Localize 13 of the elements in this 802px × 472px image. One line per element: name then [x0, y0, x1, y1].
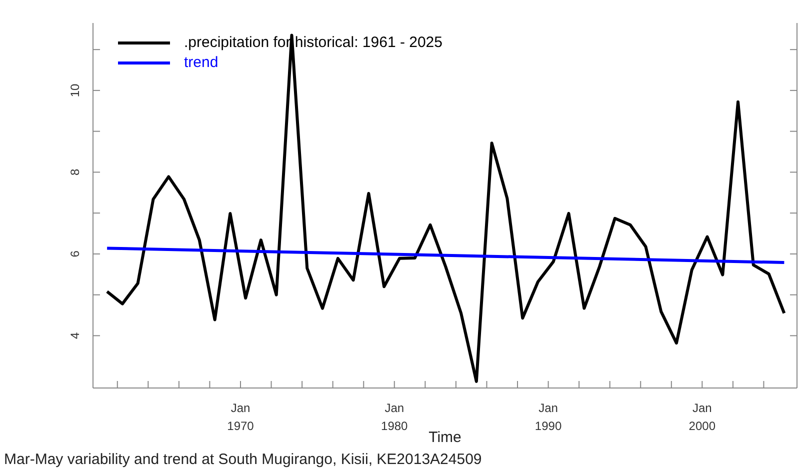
x-tick-label: Jan 1990 — [534, 401, 562, 433]
x-axis-title: Time — [428, 429, 462, 446]
x-tick-label: Jan 1970 — [227, 401, 254, 433]
x-tick-label: Jan 1980 — [381, 401, 408, 433]
legend-label: trend — [184, 53, 218, 73]
y-tick-label: 8 — [68, 168, 82, 176]
line-series — [106, 34, 786, 383]
legend-label: .precipitation for historical: 1961 - 2025 — [184, 33, 442, 53]
y-tick-label: 4 — [68, 332, 82, 340]
x-tick-label: Jan 2000 — [688, 401, 716, 433]
y-tick-label: 6 — [68, 250, 82, 258]
text: Mar-May variability and trend at South Mugirango, Kisii, KE2013A24509 — [4, 451, 482, 468]
y-tick-label: 10 — [68, 83, 82, 98]
